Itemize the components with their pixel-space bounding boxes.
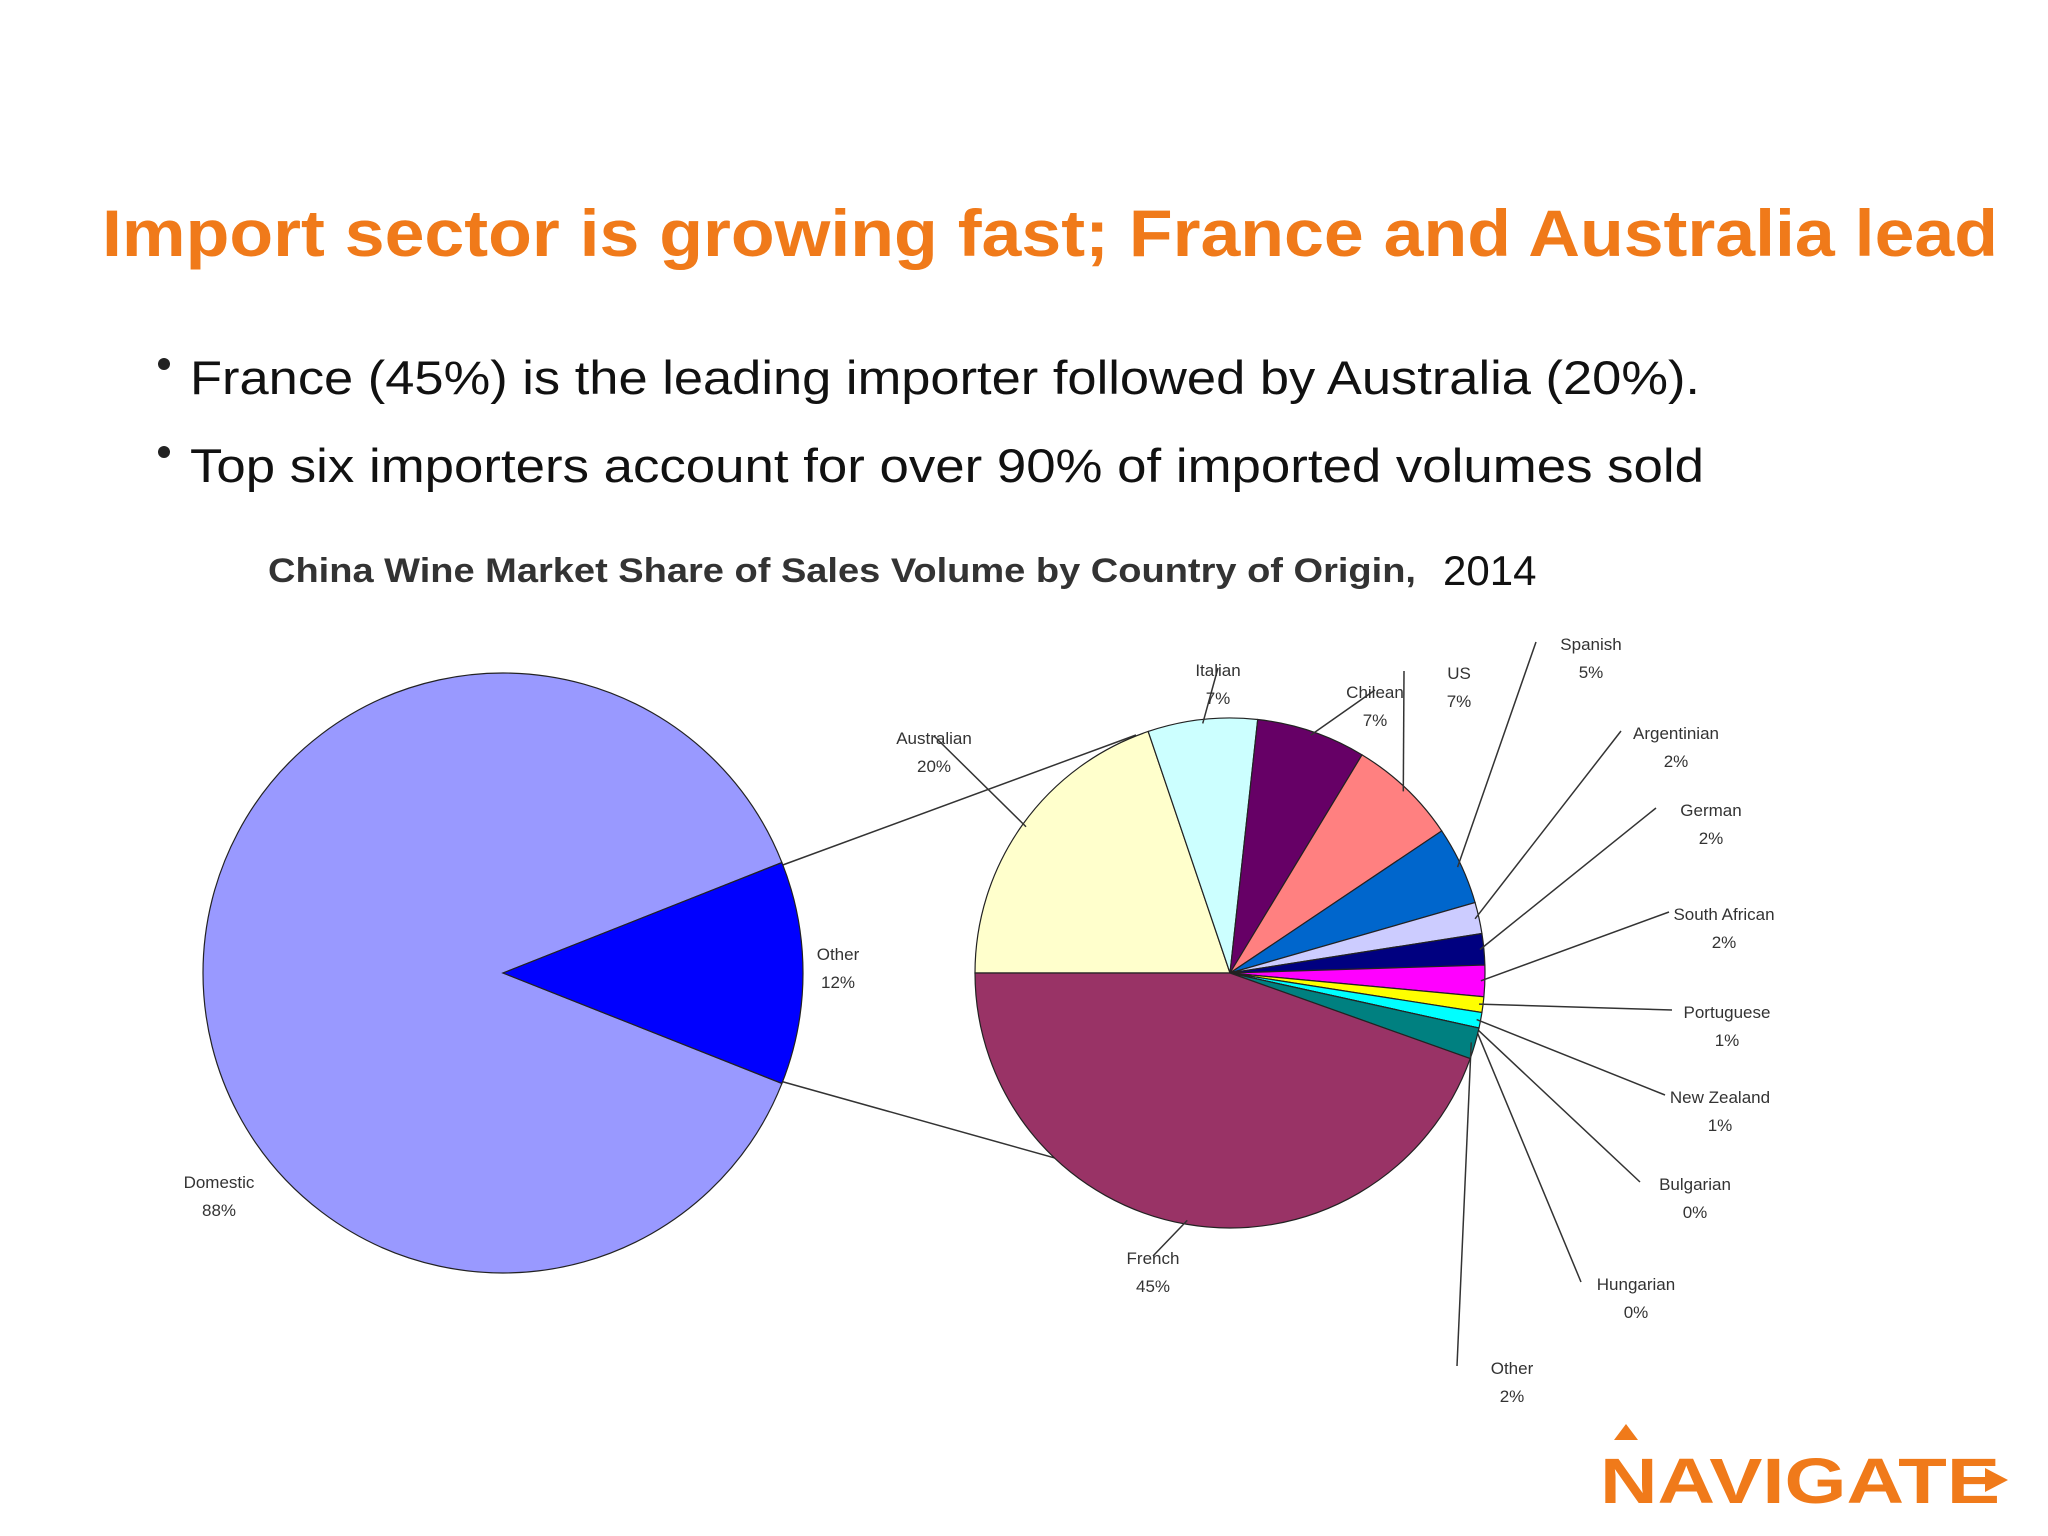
slice-value-label: 45% bbox=[1136, 1277, 1170, 1296]
leader-line bbox=[1402, 670, 1405, 792]
slice-label: Spanish bbox=[1560, 635, 1621, 654]
slice-label: Australian bbox=[896, 729, 972, 748]
logo-arrow bbox=[1985, 1468, 2008, 1492]
pie-slice bbox=[1229, 718, 1363, 974]
slice-value-label: 7% bbox=[1447, 692, 1472, 711]
slice-value-label: 2% bbox=[1699, 829, 1724, 848]
slice-label: New Zealand bbox=[1670, 1088, 1770, 1107]
slice-label: South African bbox=[1673, 905, 1774, 924]
logo-arrow bbox=[1614, 1424, 1638, 1440]
bullet: France (45%) is the leading importer fol… bbox=[190, 351, 1700, 404]
pie-slice bbox=[974, 972, 1471, 1229]
logo: NAVIGATE bbox=[1600, 1445, 2000, 1517]
slice-label: French bbox=[1127, 1249, 1180, 1268]
slice-value-label: 1% bbox=[1715, 1031, 1740, 1050]
pie-slice bbox=[1229, 754, 1443, 974]
slice-label: Domestic bbox=[184, 1173, 255, 1192]
leader-line bbox=[1479, 807, 1657, 951]
bullet: Top six importers account for over 90% o… bbox=[190, 439, 1704, 492]
slice-label: US bbox=[1447, 664, 1471, 683]
slice-value-label: 12% bbox=[821, 973, 855, 992]
slice-value-label: 2% bbox=[1500, 1387, 1525, 1406]
chart-subtitle: 2014 bbox=[1443, 547, 1536, 594]
slice-value-label: 0% bbox=[1683, 1203, 1708, 1222]
slice-value-label: 2% bbox=[1664, 752, 1689, 771]
leader-line bbox=[1310, 689, 1376, 736]
slice-value-label: 2% bbox=[1712, 933, 1737, 952]
chart-title: China Wine Market Share of Sales Volume … bbox=[268, 552, 1416, 590]
slice-label: Portuguese bbox=[1684, 1003, 1771, 1022]
leader-line bbox=[1479, 1003, 1673, 1011]
leader-line bbox=[933, 735, 1027, 828]
bullet-dot bbox=[158, 358, 170, 370]
leader-line bbox=[1476, 1018, 1666, 1096]
slice-value-label: 20% bbox=[917, 757, 951, 776]
slide-title: Import sector is growing fast; France an… bbox=[102, 196, 1998, 270]
pie-slice bbox=[1147, 717, 1259, 974]
slice-label: Other bbox=[817, 945, 860, 964]
leader-line bbox=[1480, 911, 1670, 982]
bullet-dot bbox=[158, 446, 170, 458]
leader-line bbox=[1474, 1026, 1641, 1183]
slice-label: German bbox=[1680, 801, 1741, 820]
pie-slice bbox=[501, 861, 804, 1085]
connector-line bbox=[779, 734, 1137, 867]
slice-label: Hungarian bbox=[1597, 1275, 1675, 1294]
slice-label: Argentinian bbox=[1633, 724, 1719, 743]
slice-value-label: 7% bbox=[1206, 689, 1231, 708]
leader-line bbox=[1474, 1026, 1582, 1283]
slice-label: Chilean bbox=[1346, 683, 1404, 702]
slice-value-label: 88% bbox=[202, 1201, 236, 1220]
slice-label: Bulgarian bbox=[1659, 1175, 1731, 1194]
leader-line bbox=[1152, 1219, 1188, 1257]
slice-value-label: 1% bbox=[1708, 1116, 1733, 1135]
slice-value-label: 7% bbox=[1363, 711, 1388, 730]
slice-label: Italian bbox=[1195, 661, 1240, 680]
leader-line bbox=[1456, 641, 1537, 868]
slice-label: Other bbox=[1491, 1359, 1534, 1378]
slice-value-label: 0% bbox=[1624, 1303, 1649, 1322]
leader-line bbox=[1202, 667, 1219, 724]
slice-value-label: 5% bbox=[1579, 663, 1604, 682]
pie-slice bbox=[202, 672, 783, 1274]
leader-line bbox=[1456, 1042, 1472, 1367]
leader-line bbox=[1474, 730, 1622, 920]
